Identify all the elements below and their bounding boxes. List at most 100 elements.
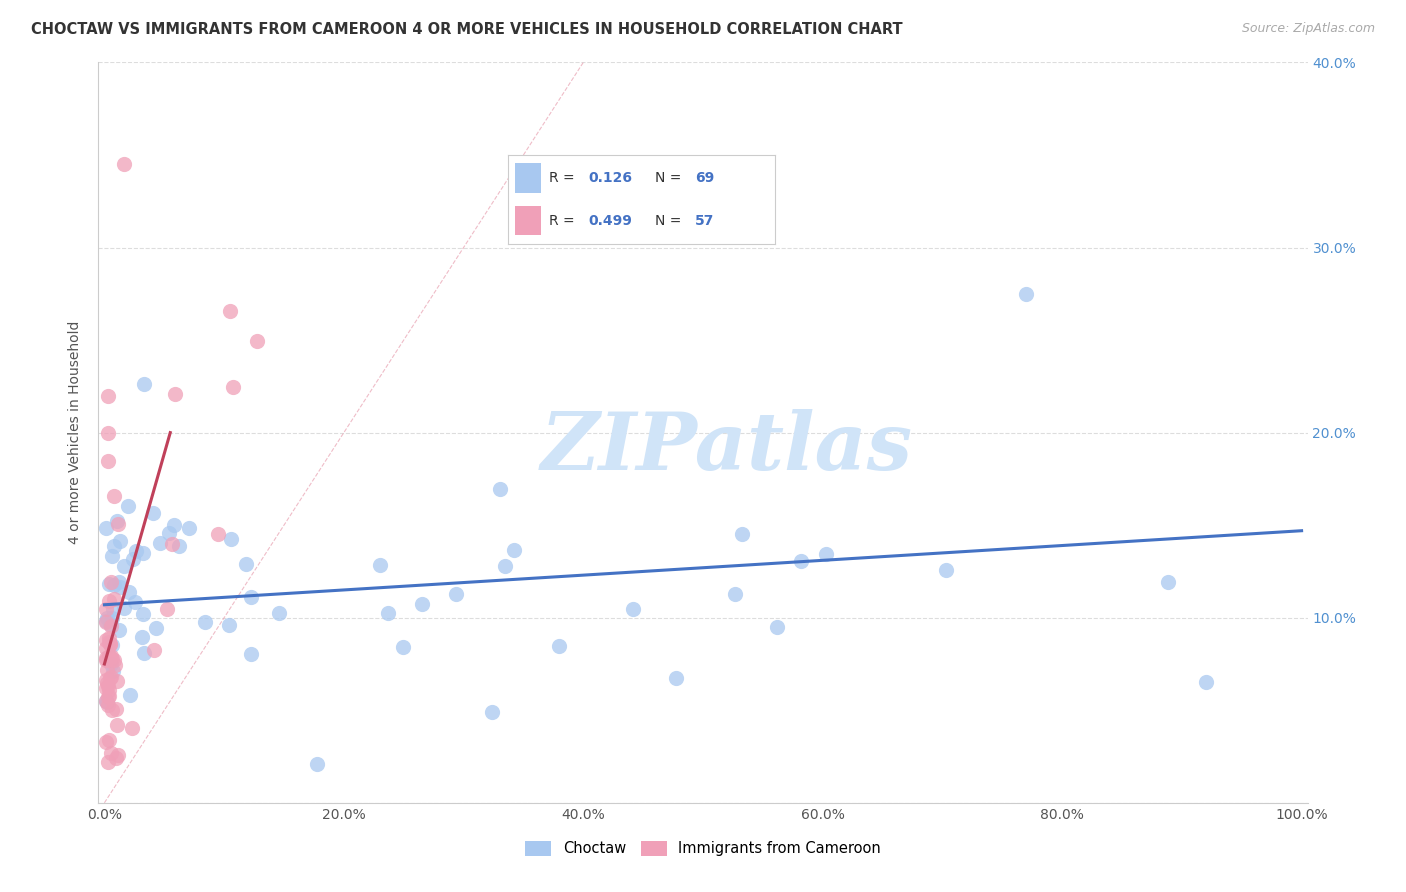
Point [96,694,118,708]
Point [104,751,127,765]
Point [207,527,229,541]
Point [100,746,122,760]
Point [97,388,120,402]
Point [105,717,128,731]
Point [246,334,269,348]
Point [94,673,117,687]
Point [104,701,127,715]
Point [98,631,121,645]
Point [97,755,120,769]
Point [731,527,754,541]
Point [97,679,120,693]
Point [98,689,121,703]
Point [240,647,263,661]
Point [107,747,129,762]
Point [142,506,165,520]
Y-axis label: 4 or more Vehicles in Household: 4 or more Vehicles in Household [69,321,83,544]
Text: R =: R = [550,214,579,227]
Point [94,652,117,666]
Point [307,756,329,771]
Point [131,546,153,560]
Point [103,653,125,667]
Point [96,651,118,665]
Point [100,618,122,632]
Bar [515,206,541,235]
Text: 69: 69 [695,171,714,185]
Point [218,617,240,632]
Point [96,611,118,625]
Point [97,690,120,704]
Point [621,602,644,616]
Point [97,453,120,467]
Point [100,574,122,589]
Point [163,518,186,533]
Point [96,735,118,749]
Point [368,558,391,573]
Point [96,663,118,677]
Point [145,621,167,635]
Point [94,521,117,535]
Text: CHOCTAW VS IMMIGRANTS FROM CAMEROON 4 OR MORE VEHICLES IN HOUSEHOLD CORRELATION : CHOCTAW VS IMMIGRANTS FROM CAMEROON 4 OR… [31,22,903,37]
Text: 0.126: 0.126 [588,171,633,185]
Point [117,500,139,514]
Point [235,557,257,571]
Text: 57: 57 [695,214,714,227]
Point [177,521,200,535]
Point [108,580,131,594]
Point [97,733,120,747]
Point [103,592,125,607]
Point [94,640,117,655]
Point [98,671,121,685]
Point [221,379,243,393]
Point [98,683,121,698]
Point [411,597,433,611]
Point [790,554,813,568]
Point [112,558,135,573]
Point [98,637,121,651]
Point [765,620,787,634]
Point [269,606,291,620]
Legend: Choctaw, Immigrants from Cameroon: Choctaw, Immigrants from Cameroon [519,835,887,863]
Point [94,601,117,615]
Bar [515,163,541,193]
Point [101,652,124,666]
Point [100,670,122,684]
Point [121,721,143,735]
Point [148,536,170,550]
Point [94,615,117,629]
Point [118,688,141,702]
Point [239,590,262,604]
Point [101,703,124,717]
Point [160,536,183,550]
Point [103,489,125,503]
Point [105,674,128,689]
Point [96,676,118,690]
Point [98,594,121,608]
Point [103,539,125,553]
Point [935,562,957,576]
Point [156,601,179,615]
Point [1015,286,1038,301]
Point [97,425,120,440]
Point [503,543,526,558]
Point [481,705,503,719]
Point [100,657,122,671]
Point [112,600,135,615]
Point [98,636,121,650]
Point [122,552,145,566]
Point [392,640,415,655]
Text: ZIPatlas: ZIPatlas [541,409,914,486]
Point [723,587,745,601]
Point [124,594,146,608]
Point [101,665,124,679]
Point [98,617,121,632]
Point [101,602,124,616]
Point [118,585,141,599]
Text: Source: ZipAtlas.com: Source: ZipAtlas.com [1241,22,1375,36]
Point [101,549,124,563]
Point [132,607,155,621]
Point [124,544,146,558]
Point [444,587,467,601]
Point [108,533,131,548]
Point [143,642,166,657]
